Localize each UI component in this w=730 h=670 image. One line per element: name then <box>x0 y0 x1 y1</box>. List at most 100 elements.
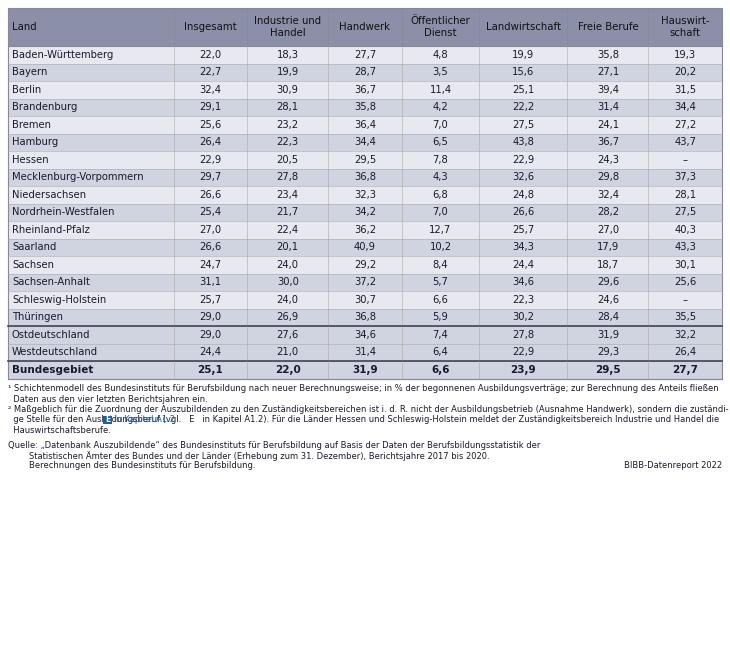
Text: Schleswig-Holstein: Schleswig-Holstein <box>12 295 107 305</box>
Text: 22,9: 22,9 <box>512 155 534 165</box>
Bar <box>174 81 247 98</box>
Text: 27,0: 27,0 <box>597 224 619 234</box>
Bar <box>648 168 722 186</box>
Text: –: – <box>683 155 688 165</box>
Text: Quelle: „Datenbank Auszubildende“ des Bundesinstituts für Berufsbildung auf Basi: Quelle: „Datenbank Auszubildende“ des Bu… <box>8 440 540 450</box>
Bar <box>567 116 648 133</box>
Text: 36,4: 36,4 <box>354 120 376 130</box>
Bar <box>402 81 479 98</box>
Text: 31,4: 31,4 <box>597 103 619 113</box>
Text: 6,6: 6,6 <box>431 365 450 375</box>
Bar <box>648 81 722 98</box>
Text: 6,5: 6,5 <box>432 137 448 147</box>
Bar <box>103 416 112 424</box>
Text: Freie Berufe: Freie Berufe <box>577 22 638 32</box>
Bar <box>328 204 402 221</box>
Text: Industrie und
Handel: Industrie und Handel <box>254 16 321 38</box>
Text: 29,7: 29,7 <box>199 172 221 182</box>
Text: in Kapitel A1.2: in Kapitel A1.2 <box>114 415 175 425</box>
Text: 26,4: 26,4 <box>674 347 696 357</box>
Text: 30,9: 30,9 <box>277 84 299 94</box>
Bar <box>567 151 648 168</box>
Text: 25,1: 25,1 <box>512 84 534 94</box>
Bar <box>328 8 402 46</box>
Text: 15,6: 15,6 <box>512 67 534 77</box>
Text: 22,0: 22,0 <box>274 365 301 375</box>
Text: 24,0: 24,0 <box>277 260 299 270</box>
Text: 26,6: 26,6 <box>512 207 534 217</box>
Text: 31,1: 31,1 <box>199 277 221 287</box>
Bar <box>328 98 402 116</box>
Text: 27,5: 27,5 <box>512 120 534 130</box>
Bar <box>247 116 328 133</box>
Bar <box>648 221 722 239</box>
Text: 34,6: 34,6 <box>354 330 376 340</box>
Bar <box>174 308 247 326</box>
Text: 19,3: 19,3 <box>674 50 696 60</box>
Text: 43,3: 43,3 <box>675 243 696 252</box>
Text: 29,3: 29,3 <box>597 347 619 357</box>
Text: 29,8: 29,8 <box>597 172 619 182</box>
Text: 6,6: 6,6 <box>432 295 448 305</box>
Text: 43,7: 43,7 <box>675 137 696 147</box>
Text: 32,3: 32,3 <box>354 190 376 200</box>
Text: Land: Land <box>12 22 36 32</box>
Bar <box>567 186 648 204</box>
Bar <box>402 239 479 256</box>
Bar <box>247 64 328 81</box>
Bar <box>8 326 174 344</box>
Bar <box>479 239 567 256</box>
Text: 18,7: 18,7 <box>597 260 619 270</box>
Bar <box>402 256 479 273</box>
Text: 24,3: 24,3 <box>597 155 619 165</box>
Text: 4,2: 4,2 <box>433 103 448 113</box>
Text: Nordrhein-Westfalen: Nordrhein-Westfalen <box>12 207 115 217</box>
Text: Westdeutschland: Westdeutschland <box>12 347 98 357</box>
Bar <box>174 361 247 379</box>
Bar <box>648 133 722 151</box>
Text: 19,9: 19,9 <box>512 50 534 60</box>
Bar <box>402 326 479 344</box>
Text: 25,1: 25,1 <box>198 365 223 375</box>
Text: 6,8: 6,8 <box>433 190 448 200</box>
Bar <box>567 221 648 239</box>
Bar <box>567 8 648 46</box>
Bar <box>8 291 174 308</box>
Text: Mecklenburg-Vorpommern: Mecklenburg-Vorpommern <box>12 172 144 182</box>
Text: 39,4: 39,4 <box>597 84 619 94</box>
Bar <box>247 239 328 256</box>
Bar <box>648 46 722 64</box>
Text: 23,4: 23,4 <box>277 190 299 200</box>
Text: 27,5: 27,5 <box>674 207 696 217</box>
Bar <box>174 291 247 308</box>
Bar <box>328 168 402 186</box>
Bar <box>648 344 722 361</box>
Text: 5,9: 5,9 <box>432 312 448 322</box>
Bar <box>247 133 328 151</box>
Bar <box>648 308 722 326</box>
Text: Hauswirtschaftsberufe.: Hauswirtschaftsberufe. <box>8 426 111 435</box>
Text: Hessen: Hessen <box>12 155 49 165</box>
Bar <box>174 256 247 273</box>
Bar <box>8 46 174 64</box>
Bar <box>479 8 567 46</box>
Text: 24,0: 24,0 <box>277 295 299 305</box>
Text: 26,6: 26,6 <box>199 243 221 252</box>
Text: 40,9: 40,9 <box>354 243 376 252</box>
Bar <box>174 64 247 81</box>
Bar <box>174 273 247 291</box>
Text: 22,3: 22,3 <box>277 137 299 147</box>
Bar <box>8 308 174 326</box>
Text: Handwerk: Handwerk <box>339 22 391 32</box>
Bar <box>479 46 567 64</box>
Text: 20,2: 20,2 <box>674 67 696 77</box>
Text: 23,9: 23,9 <box>510 365 536 375</box>
Text: 32,2: 32,2 <box>674 330 696 340</box>
Text: 24,4: 24,4 <box>199 347 221 357</box>
Bar <box>328 221 402 239</box>
Text: 28,1: 28,1 <box>674 190 696 200</box>
Bar <box>648 256 722 273</box>
Text: 22,0: 22,0 <box>199 50 221 60</box>
Text: 37,2: 37,2 <box>354 277 376 287</box>
Bar <box>328 186 402 204</box>
